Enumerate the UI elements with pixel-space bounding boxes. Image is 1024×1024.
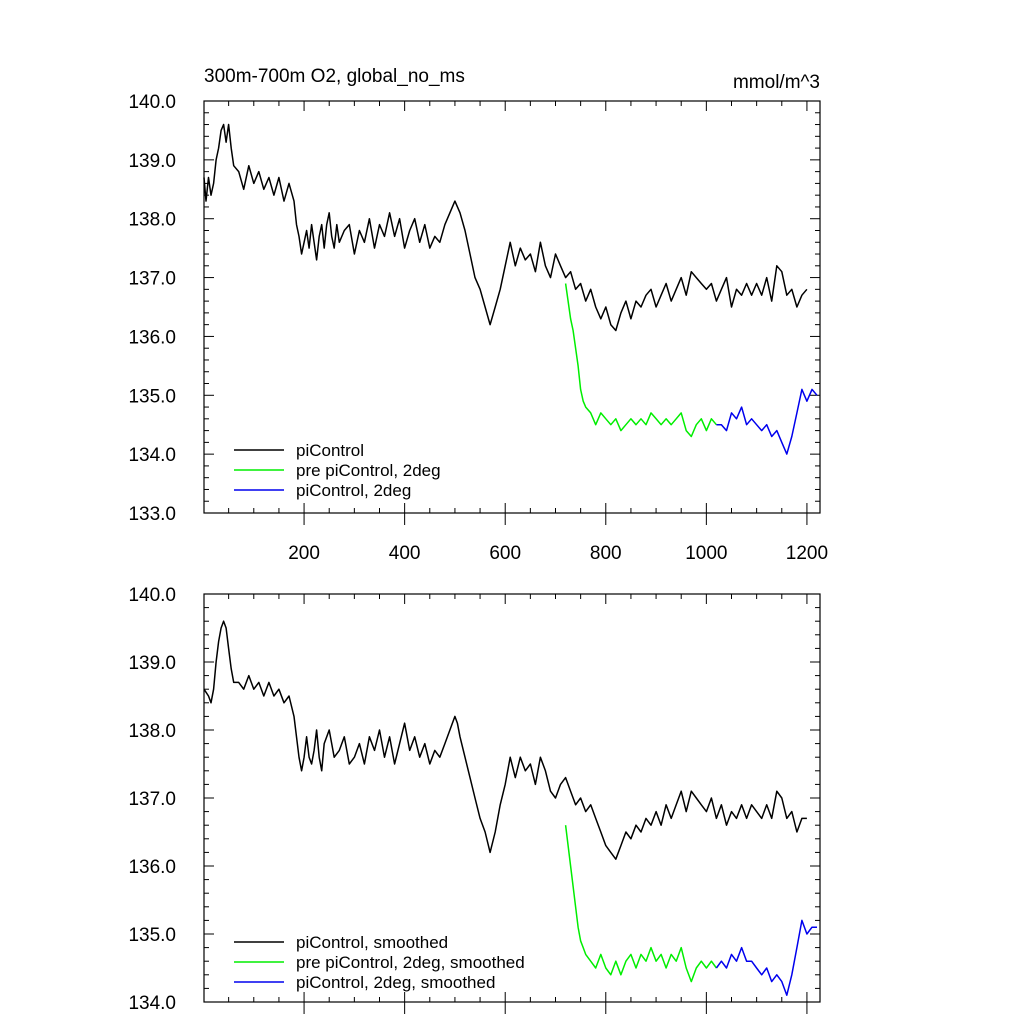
- legend: piControl pre piControl, 2deg piControl,…: [234, 441, 441, 500]
- y-tick-label: 135.0: [128, 925, 176, 946]
- y-tick-label: 134.0: [128, 993, 176, 1014]
- x-tick-label: 800: [590, 543, 622, 564]
- y-tick-label: 139.0: [128, 151, 176, 172]
- legend-entry: pre piControl, 2deg: [296, 461, 441, 480]
- series-line-picontrol-2deg-smoothed: [715, 919, 817, 996]
- plot-frame: [203, 100, 821, 514]
- series-line-picontrol: [203, 123, 808, 332]
- y-tick-label: 134.0: [128, 445, 176, 466]
- chart-title: 300m-700m O2, global_no_ms: [204, 66, 465, 87]
- series-line-picontrol-2deg: [716, 388, 818, 455]
- y-tick-label: 139.0: [128, 653, 176, 674]
- y-tick-label: 140.0: [128, 585, 176, 606]
- y-tick-label: 135.0: [128, 386, 176, 407]
- legend-entry: piControl: [296, 441, 364, 460]
- top-panel: 300m-700m O2, global_no_ms mmol/m^3 200 4…: [128, 66, 828, 564]
- units-label: mmol/m^3: [733, 72, 820, 93]
- legend-entry: piControl, smoothed: [296, 933, 448, 952]
- bottom-panel: 134.0 135.0 136.0 137.0 138.0 139.0 140.0 piCo…: [128, 585, 821, 1014]
- x-tick-label: 1000: [685, 543, 727, 564]
- series-line-pre-picontrol-2deg-smoothed: [564, 825, 718, 983]
- y-tick-label: 138.0: [128, 210, 176, 231]
- y-tick-label: 136.0: [128, 857, 176, 878]
- x-tick-label: 600: [489, 543, 521, 564]
- y-tick-label: 133.0: [128, 504, 176, 525]
- legend-entry: piControl, 2deg: [296, 481, 411, 500]
- legend-entry: piControl, 2deg, smoothed: [296, 973, 495, 992]
- x-tick-label: 1200: [786, 543, 828, 564]
- plot-frame: [203, 593, 821, 1003]
- y-tick-label: 137.0: [128, 789, 176, 810]
- y-tick-label: 136.0: [128, 327, 176, 348]
- y-tick-label: 137.0: [128, 269, 176, 290]
- x-tick-label: 400: [389, 543, 421, 564]
- legend-entry: pre piControl, 2deg, smoothed: [296, 953, 525, 972]
- series-line-picontrol-smoothed: [203, 620, 807, 860]
- legend: piControl, smoothed pre piControl, 2deg,…: [234, 933, 525, 992]
- x-tick-label: 200: [288, 543, 320, 564]
- y-tick-label: 138.0: [128, 721, 176, 742]
- series-line-pre-picontrol-2deg: [564, 283, 717, 438]
- y-tick-label: 140.0: [128, 92, 176, 113]
